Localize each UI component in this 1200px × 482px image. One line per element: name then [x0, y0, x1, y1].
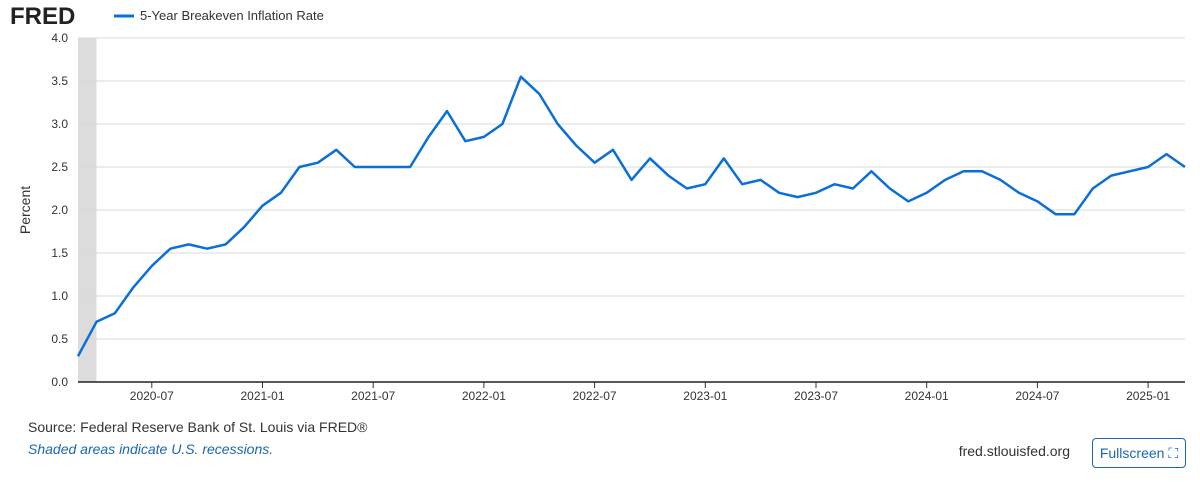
- x-tick-label: 2021-01: [240, 389, 284, 403]
- x-tick-label: 2024-01: [905, 389, 949, 403]
- y-axis-label: Percent: [17, 186, 33, 234]
- x-tick-label: 2021-07: [351, 389, 395, 403]
- x-tick-label: 2024-07: [1015, 389, 1059, 403]
- y-tick-label: 2.0: [51, 203, 68, 217]
- url: fred.stlouisfed.org: [959, 443, 1070, 459]
- x-tick-label: 2022-07: [573, 389, 617, 403]
- y-tick-label: 3.5: [51, 74, 68, 88]
- recession-note: Shaded areas indicate U.S. recessions.: [28, 441, 273, 457]
- source: Source: Federal Reserve Bank of St. Loui…: [28, 419, 368, 435]
- x-tick-label: 2023-07: [794, 389, 838, 403]
- x-tick-label: 2025-01: [1126, 389, 1170, 403]
- fullscreen-button[interactable]: Fullscreen ⛶: [1092, 438, 1186, 468]
- logo: FRED: [10, 3, 75, 30]
- y-tick-label: 0.5: [51, 332, 68, 346]
- y-tick-label: 3.0: [51, 117, 68, 131]
- series-line: [76, 75, 1186, 357]
- x-tick-label: 2022-01: [462, 389, 506, 403]
- y-tick-label: 1.5: [51, 246, 68, 260]
- y-tick-label: 4.0: [51, 31, 68, 45]
- button-label[interactable]: Fullscreen: [1099, 445, 1165, 461]
- x-tick-label: 2020-07: [130, 389, 174, 403]
- y-tick-label: 1.0: [51, 289, 68, 303]
- y-tick-label: 2.5: [51, 160, 68, 174]
- y-tick-label: 0.0: [51, 375, 68, 389]
- x-tick-label: 2023-01: [683, 389, 727, 403]
- legend-label: 5-Year Breakeven Inflation Rate: [140, 8, 324, 23]
